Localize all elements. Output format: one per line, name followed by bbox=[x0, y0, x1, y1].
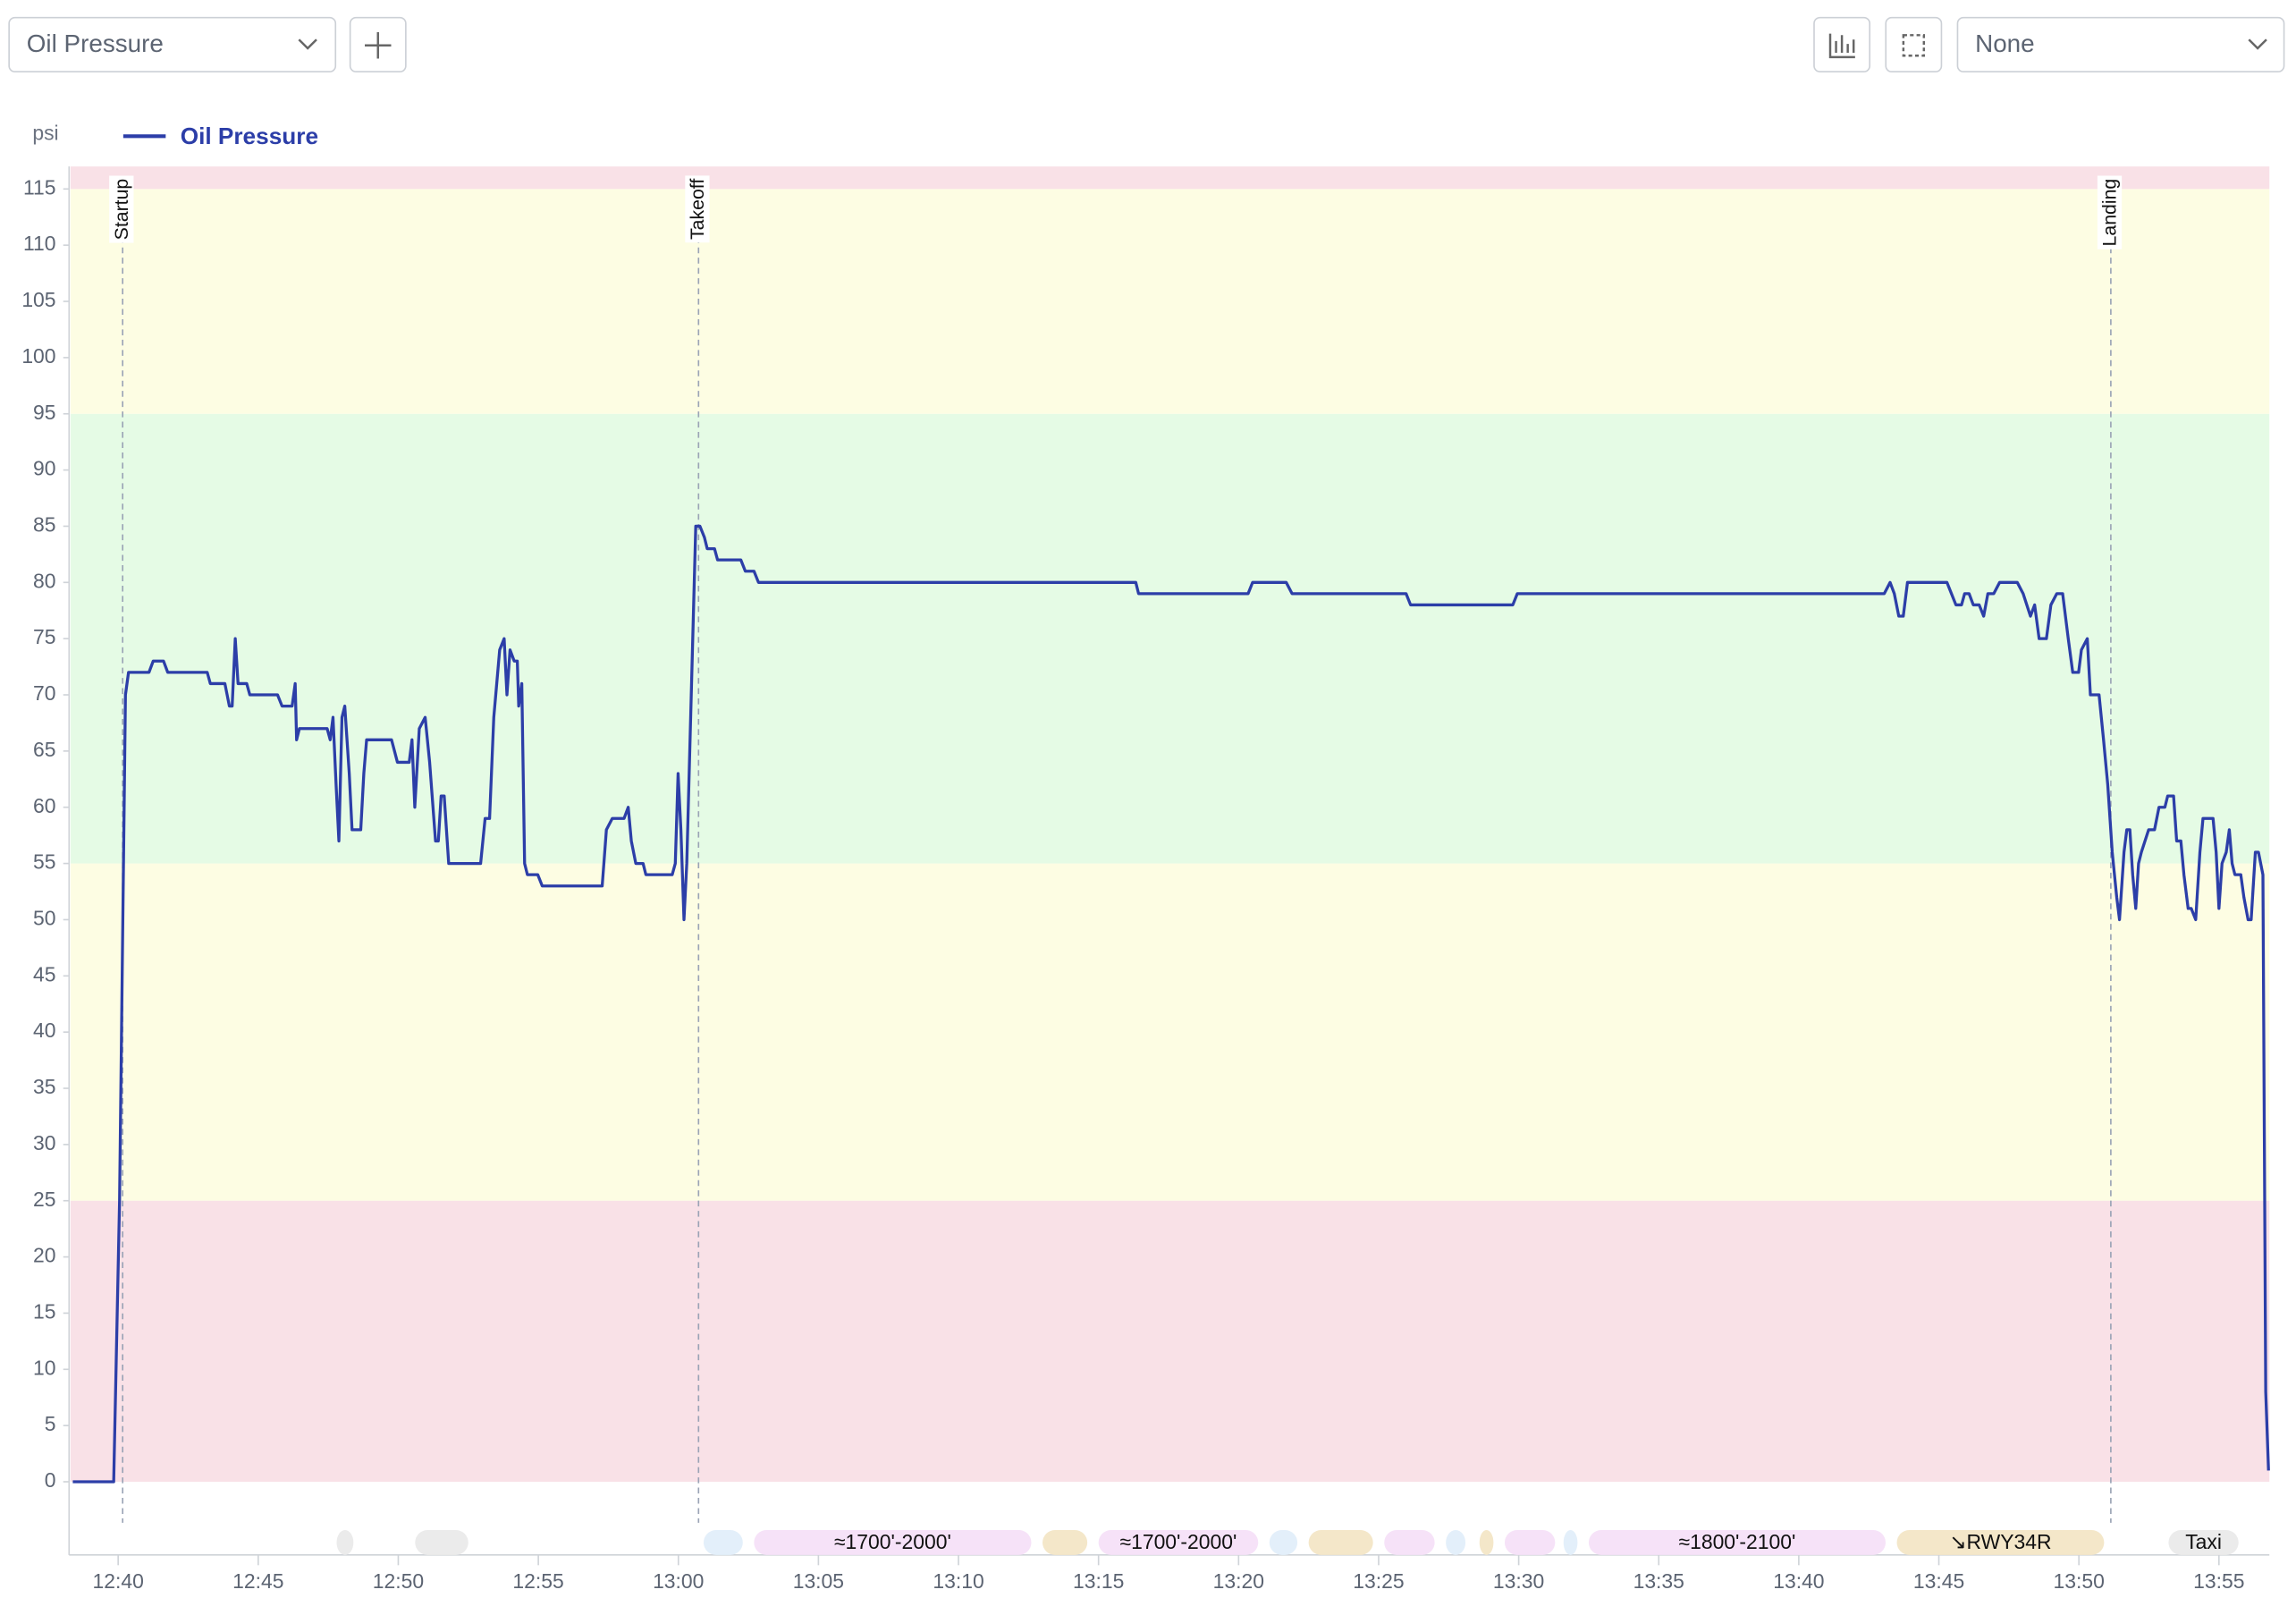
event-label: ↘RWY34R bbox=[1949, 1530, 2051, 1553]
threshold-band bbox=[70, 166, 2270, 190]
event-pill bbox=[1896, 1530, 2105, 1555]
annotation-label: Landing bbox=[2099, 179, 2121, 247]
event-pill bbox=[1504, 1530, 1556, 1555]
metric-dropdown-value: Oil Pressure bbox=[27, 30, 164, 57]
select-icon bbox=[1902, 34, 1926, 57]
threshold-band bbox=[70, 863, 2270, 1201]
x-tick-label: 12:50 bbox=[373, 1569, 424, 1593]
annotation-label-bg bbox=[685, 175, 710, 243]
y-tick-label: 70 bbox=[33, 681, 55, 705]
threshold-band bbox=[70, 1200, 2270, 1483]
y-tick-label: 5 bbox=[45, 1412, 56, 1435]
x-tick-label: 13:35 bbox=[1633, 1569, 1684, 1593]
y-unit-label: psi bbox=[32, 122, 58, 145]
y-tick-label: 0 bbox=[45, 1468, 56, 1492]
annotation-label: Takeoff bbox=[687, 179, 708, 240]
x-tick-label: 13:15 bbox=[1073, 1569, 1124, 1593]
y-tick-label: 45 bbox=[33, 962, 55, 985]
annotation-label: Startup bbox=[111, 179, 132, 241]
annotation: Landing bbox=[2097, 175, 2123, 249]
x-tick-label: 13:55 bbox=[2193, 1569, 2244, 1593]
threshold-band bbox=[70, 189, 2270, 414]
y-tick-label: 40 bbox=[33, 1019, 55, 1042]
x-tick-label: 12:55 bbox=[512, 1569, 563, 1593]
event-pill bbox=[1563, 1530, 1578, 1555]
event-pill bbox=[1098, 1530, 1259, 1555]
event-pill bbox=[1042, 1530, 1088, 1555]
event-pill bbox=[1308, 1530, 1373, 1555]
y-tick-label: 30 bbox=[33, 1131, 55, 1154]
event-pill bbox=[1446, 1530, 1466, 1555]
y-tick-label: 35 bbox=[33, 1075, 55, 1098]
y-tick-label: 10 bbox=[33, 1356, 55, 1379]
annotation-label-bg bbox=[2097, 175, 2123, 249]
x-tick-label: 13:20 bbox=[1213, 1569, 1264, 1593]
y-tick-label: 50 bbox=[33, 906, 55, 929]
x-tick-label: 13:00 bbox=[653, 1569, 704, 1593]
event-pill bbox=[1384, 1530, 1435, 1555]
event-pill bbox=[2168, 1530, 2239, 1555]
x-tick-label: 13:30 bbox=[1493, 1569, 1544, 1593]
event-pill bbox=[1479, 1530, 1494, 1555]
event-label: Taxi bbox=[2185, 1530, 2222, 1553]
y-tick-label: 25 bbox=[33, 1188, 55, 1211]
chevron-icon bbox=[298, 38, 317, 50]
event-label: ≈1700'-2000' bbox=[1120, 1530, 1237, 1553]
event-pill bbox=[336, 1530, 354, 1555]
event-pill bbox=[1588, 1530, 1887, 1555]
event-label: ≈1700'-2000' bbox=[834, 1530, 951, 1553]
metric-dropdown[interactable] bbox=[8, 16, 337, 73]
y-tick-label: 15 bbox=[33, 1299, 55, 1323]
x-tick-label: 13:10 bbox=[933, 1569, 983, 1593]
toolbar: Oil Pressure None bbox=[8, 16, 2285, 73]
event-pill bbox=[1269, 1530, 1298, 1555]
y-tick-label: 90 bbox=[33, 457, 55, 480]
y-tick-label: 65 bbox=[33, 738, 55, 761]
data-line bbox=[72, 524, 2270, 1484]
event-label: ≈1800'-2100' bbox=[1679, 1530, 1796, 1553]
event-pill bbox=[703, 1530, 743, 1555]
x-tick-label: 13:05 bbox=[793, 1569, 844, 1593]
y-tick-label: 75 bbox=[33, 625, 55, 648]
y-tick-label: 55 bbox=[33, 850, 55, 874]
x-tick-label: 13:25 bbox=[1353, 1569, 1404, 1593]
x-tick-label: 12:45 bbox=[232, 1569, 283, 1593]
y-tick-label: 20 bbox=[33, 1244, 55, 1267]
group-dropdown[interactable] bbox=[1956, 16, 2285, 73]
y-tick-label: 105 bbox=[21, 288, 55, 311]
annotation-label-bg bbox=[109, 175, 134, 243]
y-tick-label: 115 bbox=[23, 175, 56, 199]
bar-chart-icon bbox=[1828, 33, 1855, 59]
x-tick-label: 13:45 bbox=[1913, 1569, 1964, 1593]
annotation: Startup bbox=[109, 175, 134, 243]
select-button[interactable] bbox=[1885, 16, 1943, 73]
event-pill bbox=[415, 1530, 468, 1555]
annotation: Takeoff bbox=[685, 175, 710, 243]
event-pill bbox=[754, 1530, 1032, 1555]
x-tick-label: 13:50 bbox=[2054, 1569, 2105, 1593]
y-tick-label: 60 bbox=[33, 794, 55, 817]
chevron-icon bbox=[2248, 38, 2267, 50]
y-tick-label: 85 bbox=[33, 512, 55, 536]
y-tick-label: 95 bbox=[33, 401, 55, 424]
threshold-band bbox=[70, 413, 2270, 864]
plus-icon bbox=[365, 32, 392, 59]
y-tick-label: 110 bbox=[23, 232, 56, 255]
group-dropdown-value: None bbox=[1975, 30, 2035, 57]
x-tick-label: 13:40 bbox=[1773, 1569, 1824, 1593]
legend-label[interactable]: Oil Pressure bbox=[181, 123, 318, 149]
y-tick-label: 100 bbox=[21, 344, 55, 368]
x-tick-label: 12:40 bbox=[93, 1569, 144, 1593]
y-tick-label: 80 bbox=[33, 569, 55, 592]
